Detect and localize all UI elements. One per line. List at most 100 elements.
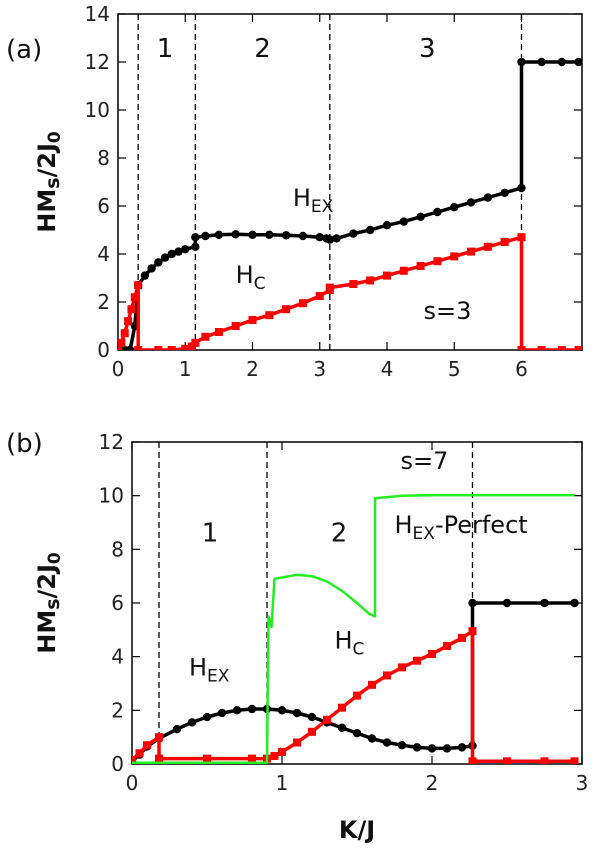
- data-point-hc: [570, 757, 579, 764]
- data-point-hex: [201, 231, 210, 241]
- data-point-hex: [315, 233, 324, 242]
- data-point-hex: [202, 712, 212, 722]
- data-point-hc: [557, 346, 566, 350]
- data-point-hc: [517, 233, 526, 242]
- data-point-hex: [125, 345, 135, 350]
- x-tick-label: 1: [276, 771, 289, 795]
- data-point-hex: [217, 708, 227, 718]
- data-point-hc: [338, 703, 346, 712]
- data-point-hc: [468, 757, 477, 764]
- region-label: 1: [157, 34, 174, 64]
- data-point-hex: [412, 743, 422, 752]
- data-point-hex: [172, 724, 182, 734]
- data-point-hc: [265, 311, 274, 320]
- data-point-hc: [181, 344, 190, 350]
- data-point-hc: [315, 292, 324, 300]
- data-point-hex: [337, 723, 347, 732]
- data-point-hex: [277, 706, 287, 715]
- curve-label: HEX-Perfect: [395, 511, 528, 544]
- data-point-hc: [399, 266, 408, 275]
- data-point-hex: [382, 738, 392, 747]
- data-point-hc: [368, 680, 376, 689]
- y-axis-label: HMs/2J0: [33, 552, 65, 654]
- data-point-hex: [433, 207, 442, 217]
- data-point-hc: [293, 738, 301, 747]
- data-point-hex: [307, 712, 317, 722]
- y-tick-label: 4: [97, 242, 110, 266]
- y-tick-label: 8: [111, 537, 124, 561]
- data-point-hc: [398, 663, 406, 672]
- data-point-hc: [127, 305, 136, 314]
- y-tick-label: 0: [111, 752, 124, 776]
- data-point-hc: [167, 346, 176, 350]
- data-point-hc: [458, 633, 466, 642]
- data-point-hc: [201, 332, 210, 341]
- data-point-hex: [483, 193, 493, 202]
- data-point-hex: [349, 229, 358, 238]
- x-tick-label: 2: [426, 771, 439, 795]
- x-tick-label: 5: [448, 357, 461, 381]
- data-point-hex: [332, 234, 341, 243]
- curve-label: HEX: [293, 184, 334, 217]
- data-point-hex: [557, 57, 567, 67]
- data-point-hc: [135, 749, 144, 758]
- data-point-hex: [265, 230, 274, 239]
- data-point-hex: [191, 242, 200, 251]
- data-point-hex: [517, 57, 526, 67]
- data-point-hex: [167, 249, 176, 259]
- x-tick-label: 4: [381, 357, 394, 381]
- y-tick-label: 2: [97, 290, 110, 314]
- annotation-label: s=3: [424, 297, 472, 325]
- series-line-h_ex-perfect: [132, 493, 575, 764]
- data-point-hex: [292, 708, 302, 718]
- data-point-hc: [537, 346, 546, 350]
- annotation-label: s=7: [401, 447, 449, 475]
- data-point-hex: [416, 212, 425, 221]
- data-point-hc: [428, 649, 436, 658]
- data-point-hex: [574, 57, 582, 67]
- data-point-hc: [154, 346, 163, 350]
- region-label: 2: [331, 518, 348, 548]
- data-point-hc: [155, 733, 163, 742]
- data-point-hc: [203, 754, 211, 763]
- data-point-hc: [134, 281, 143, 290]
- data-point-hex: [457, 743, 467, 752]
- data-point-hex: [325, 235, 335, 244]
- y-tick-label: 12: [85, 50, 110, 74]
- data-point-hc: [120, 329, 129, 338]
- x-tick-label: 0: [112, 357, 125, 381]
- data-point-hc: [325, 283, 334, 292]
- data-point-hc: [134, 346, 143, 350]
- data-point-hc: [349, 280, 358, 288]
- y-tick-label: 14: [85, 2, 110, 26]
- data-point-hex: [154, 258, 163, 267]
- data-point-hc: [468, 627, 477, 636]
- y-tick-label: 10: [99, 484, 124, 508]
- data-point-hex: [450, 203, 459, 212]
- data-point-hex: [442, 744, 452, 753]
- data-point-hc: [517, 346, 526, 350]
- y-tick-label: 8: [97, 146, 110, 170]
- panel-label: (a): [6, 35, 42, 65]
- data-point-hex: [160, 253, 170, 262]
- data-point-hc: [124, 317, 133, 326]
- data-point-hex: [502, 598, 512, 608]
- data-point-hc: [155, 754, 163, 763]
- series-line-h_ex: [132, 601, 575, 763]
- data-point-hex: [382, 221, 392, 230]
- data-point-hc: [433, 257, 442, 266]
- data-point-hex: [367, 734, 377, 743]
- data-point-hex: [181, 245, 190, 254]
- x-tick-label: 3: [313, 357, 326, 381]
- data-point-hc: [132, 755, 136, 764]
- data-point-hc: [366, 276, 375, 285]
- data-point-hc: [503, 757, 511, 764]
- data-point-hex: [365, 225, 375, 235]
- data-point-hex: [466, 198, 476, 207]
- data-point-hex: [214, 230, 224, 239]
- data-point-hex: [468, 598, 477, 608]
- data-point-hc: [191, 338, 200, 347]
- data-point-hc: [574, 346, 582, 350]
- curve-label: HC: [236, 261, 266, 294]
- data-point-hc: [248, 316, 257, 324]
